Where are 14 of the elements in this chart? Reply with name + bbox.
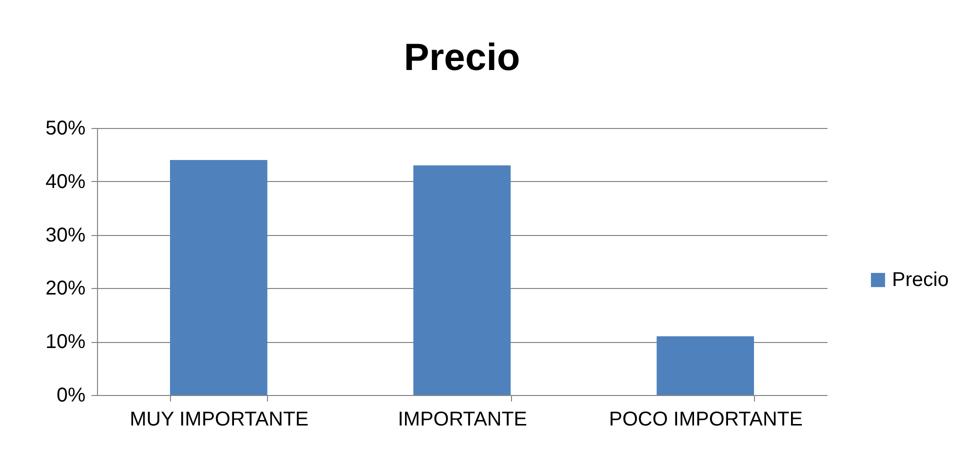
bar — [656, 336, 754, 395]
x-tick-label: MUY IMPORTANTE — [130, 408, 309, 430]
y-tick-label: 0% — [56, 384, 86, 406]
chart-title: Precio — [404, 37, 520, 79]
x-tick-label: IMPORTANTE — [398, 408, 528, 430]
legend-label: Precio — [892, 269, 949, 291]
y-tick-label: 30% — [45, 224, 86, 246]
bar — [413, 165, 511, 395]
y-tick-label: 40% — [45, 170, 86, 193]
y-tick-label: 50% — [45, 118, 86, 140]
y-tick-label: 10% — [45, 331, 86, 354]
y-tick-label: 20% — [45, 278, 86, 300]
bar — [170, 160, 268, 395]
x-tick-label: POCO IMPORTANTE — [608, 408, 803, 430]
